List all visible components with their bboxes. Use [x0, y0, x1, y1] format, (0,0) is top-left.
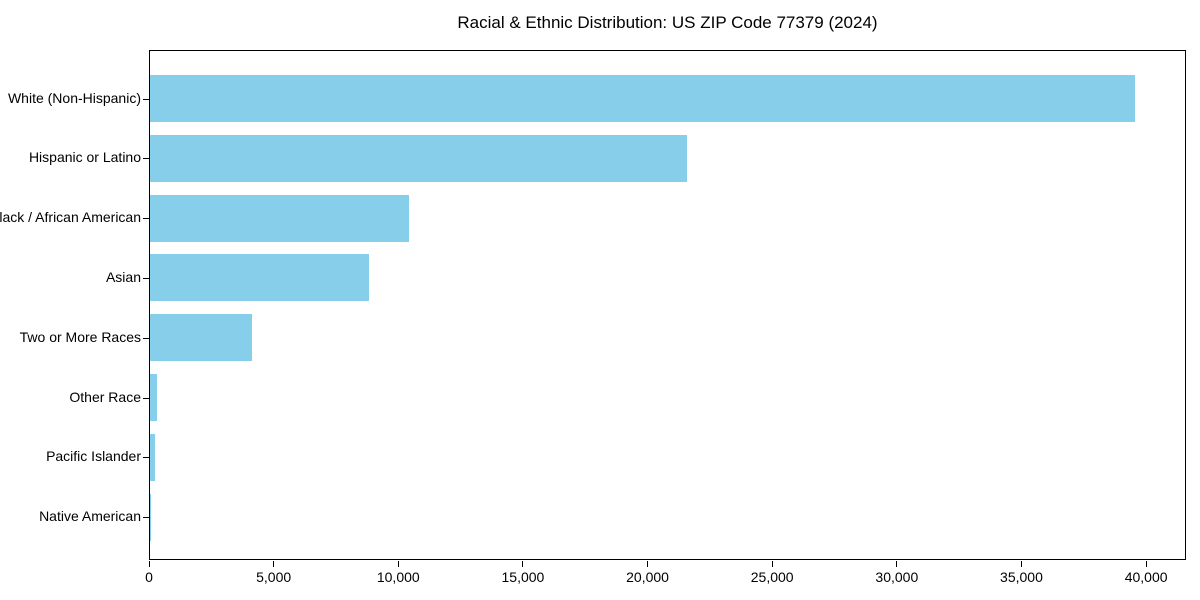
y-tick [143, 337, 149, 339]
bar-two-or-more-races [150, 314, 252, 362]
category-label: Two or More Races [19, 328, 141, 345]
plot-area [143, 50, 1186, 560]
x-tick [771, 561, 773, 567]
x-tick [1145, 561, 1147, 567]
bars-layer [150, 51, 1185, 559]
x-tick [896, 561, 898, 567]
x-tick [397, 561, 399, 567]
chart-title: Racial & Ethnic Distribution: US ZIP Cod… [457, 13, 878, 32]
x-tick [273, 561, 275, 567]
bar-hispanic-or-latino [150, 134, 688, 182]
x-tick-label: 30,000 [875, 569, 919, 585]
category-label: Pacific Islander [46, 448, 141, 465]
x-tick-label: 10,000 [376, 569, 420, 585]
x-tick [1020, 561, 1022, 567]
x-tick-label: 25,000 [750, 569, 794, 585]
category-label: Other Race [69, 388, 141, 405]
x-tick-label: 0 [145, 569, 153, 585]
x-tick [647, 561, 649, 567]
x-tick-label: 20,000 [626, 569, 669, 585]
bar-native-american [150, 493, 151, 541]
x-tick [522, 561, 524, 567]
y-axis-labels: White (Non-Hispanic) Hispanic or Latino Bl… [0, 50, 141, 560]
category-label: Asian [105, 268, 141, 285]
x-tick [148, 561, 150, 567]
y-tick [143, 457, 149, 459]
bar-black-african-american [150, 194, 409, 242]
x-tick-label: 35,000 [1000, 569, 1043, 585]
x-tick-label: 15,000 [501, 569, 545, 585]
category-label: Native American [39, 508, 141, 525]
y-tick [143, 158, 149, 160]
y-tick [143, 277, 149, 279]
bar-other-race [150, 374, 157, 421]
bar-white-non-hispanic [150, 75, 1136, 122]
y-tick [143, 517, 149, 519]
category-label: Black / African American [0, 209, 141, 226]
y-tick [143, 397, 149, 399]
bar-asian [150, 254, 369, 302]
x-tick-label: 5,000 [256, 569, 292, 585]
y-tick [143, 218, 149, 220]
y-tick [143, 98, 149, 100]
category-label: White (Non-Hispanic) [7, 89, 141, 106]
category-label: Hispanic or Latino [28, 149, 141, 166]
x-axis: 0 5,000 10,000 15,000 20,000 25,000 30,000 35,0… [145, 561, 1186, 591]
x-tick-label: 40,000 [1124, 569, 1168, 585]
bar-pacific-islander [150, 433, 155, 481]
